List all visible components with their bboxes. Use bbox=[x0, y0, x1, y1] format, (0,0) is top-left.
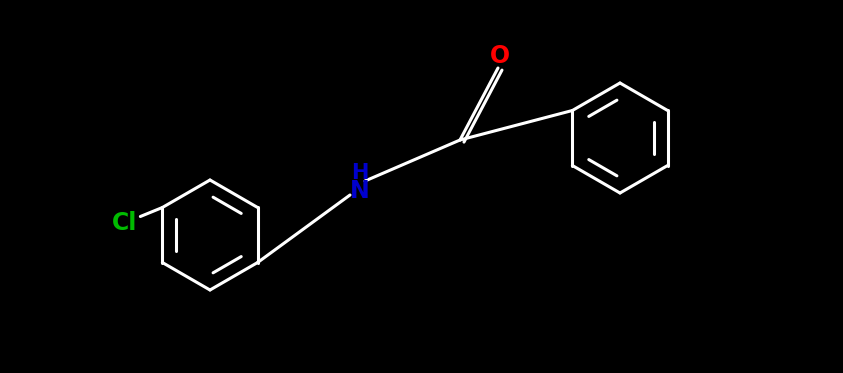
Text: N: N bbox=[350, 179, 370, 203]
Text: Cl: Cl bbox=[111, 210, 137, 235]
Text: O: O bbox=[490, 44, 510, 68]
Text: H: H bbox=[352, 163, 368, 183]
